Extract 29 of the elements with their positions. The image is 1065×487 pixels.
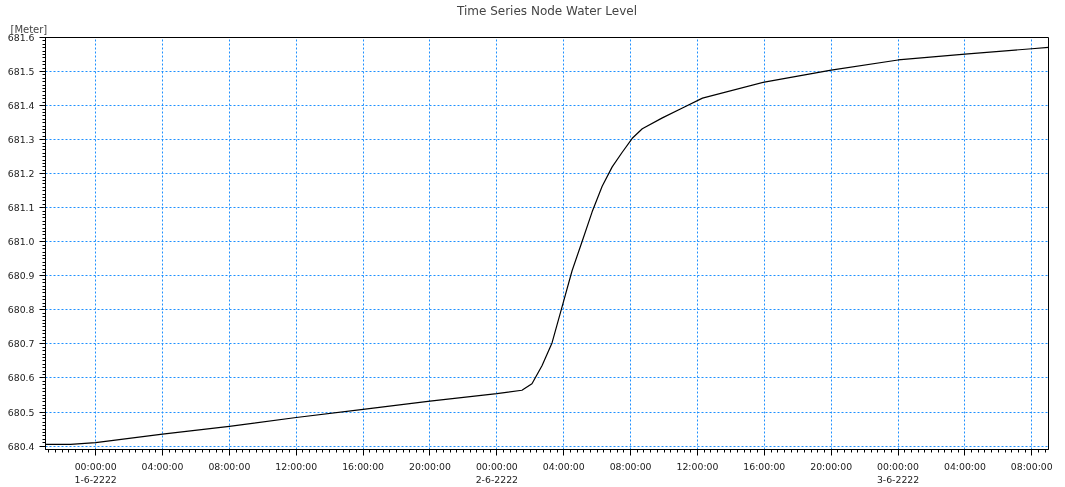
y-tick-label: 680.9 <box>7 270 35 282</box>
y-tick-label: 681.0 <box>7 236 35 248</box>
x-tick-label: 08:00:00 <box>609 460 652 472</box>
y-tick-label: 681.4 <box>7 100 35 112</box>
chart-title: Time Series Node Water Level <box>456 3 637 18</box>
y-tick-label: 680.5 <box>7 406 35 418</box>
y-tick-label: 680.4 <box>7 440 35 452</box>
x-tick-label: 16:00:00 <box>342 460 385 472</box>
x-tick-label: 20:00:00 <box>810 460 853 472</box>
y-axis-title: [Meter] <box>10 23 48 35</box>
x-tick-label: 04:00:00 <box>542 460 585 472</box>
y-tick-label: 680.7 <box>7 338 35 350</box>
x-tick-label: 08:00:00 <box>208 460 251 472</box>
y-tick-label: 681.5 <box>7 66 35 78</box>
x-tick-label: 20:00:00 <box>409 460 451 472</box>
y-tick-label: 680.6 <box>7 372 35 384</box>
x-tick-label: 04:00:00 <box>141 460 184 472</box>
x-tick-label: 04:00:00 <box>943 460 986 472</box>
x-tick-label: 00:00:00 3-6-2222 <box>876 460 920 485</box>
y-tick-label: 681.1 <box>7 202 35 214</box>
x-tick-label: 00:00:00 2-6-2222 <box>475 460 519 485</box>
x-tick-label: 16:00:00 <box>743 460 786 472</box>
y-tick-label: 681.3 <box>7 134 35 146</box>
x-tick-label: 00:00:00 1-6-2222 <box>74 460 117 485</box>
x-tick-label: 12:00:00 <box>676 460 719 472</box>
y-tick-label: 681.2 <box>7 168 35 180</box>
x-tick-label: 08:00:00 <box>1010 460 1053 472</box>
y-tick-label: 680.8 <box>7 304 35 316</box>
x-tick-label: 12:00:00 <box>275 460 318 472</box>
